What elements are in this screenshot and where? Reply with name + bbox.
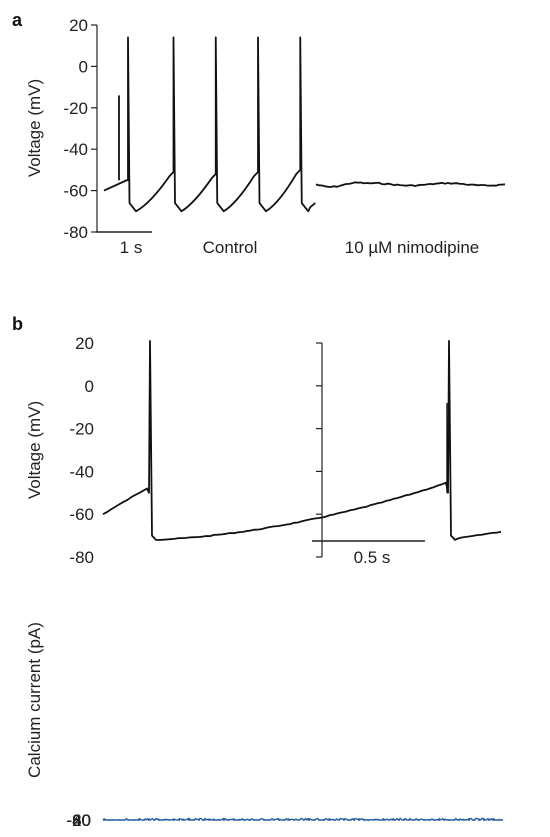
- scale-bar-label: 1 s: [120, 238, 143, 257]
- y-tick-label: -20: [66, 811, 91, 830]
- voltage-trace: [102, 339, 502, 541]
- y-tick-label: 0: [79, 57, 88, 76]
- calcium-current-trace: [102, 817, 503, 821]
- y-tick-label: 0: [82, 811, 91, 830]
- y-tick-label: 0: [85, 377, 94, 396]
- control-trace: [103, 36, 316, 213]
- y-tick-label: -80: [69, 548, 94, 567]
- panel-b-label: b: [12, 314, 23, 334]
- y-tick-label: -80: [63, 223, 88, 242]
- y-tick-label: -20: [63, 99, 88, 118]
- y-axis-title: Voltage (mV): [25, 79, 44, 177]
- y-axis-title: Voltage (mV): [25, 401, 44, 499]
- panel-a-label: a: [12, 10, 23, 30]
- nimodipine-label: 10 µM nimodipine: [345, 238, 480, 257]
- y-tick-label: -60: [66, 811, 91, 830]
- control-label: Control: [203, 238, 258, 257]
- panel-b-voltage-chart: 20 0 -20 -40 -60 -80 Voltage (mV) 0.5 s: [25, 334, 502, 567]
- panel-a-chart: 20 0 -20 -40 -60 -80 Voltage (mV) 1 s Control 10 …: [25, 16, 506, 257]
- y-axis-title: Calcium current (pA): [25, 622, 44, 778]
- y-tick-label: -40: [63, 140, 88, 159]
- panel-b-calcium-chart: 0-20-40-60-80 Calcium current (pA): [25, 622, 503, 830]
- y-tick-label: -40: [69, 462, 94, 481]
- y-tick-label: -60: [63, 182, 88, 201]
- y-tick-label: -40: [66, 811, 91, 830]
- y-tick-label: -60: [69, 505, 94, 524]
- y-tick-label: 20: [69, 16, 88, 35]
- y-tick-label: 20: [75, 334, 94, 353]
- nimodipine-trace: [315, 181, 506, 188]
- y-tick-label: -80: [66, 811, 91, 830]
- scale-bar-label: 0.5 s: [354, 548, 391, 567]
- y-tick-label: -20: [69, 420, 94, 439]
